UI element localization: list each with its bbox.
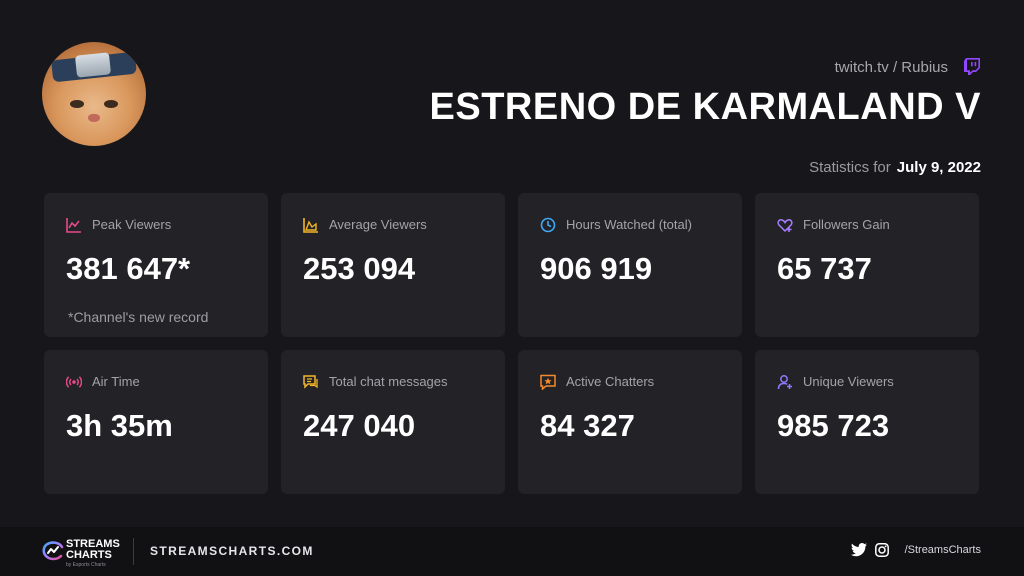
stat-card-air-time: Air Time 3h 35m	[44, 350, 268, 494]
logo-line-2: CHARTS	[66, 549, 112, 561]
chart-area-icon	[303, 218, 318, 233]
stat-value: 3h 35m	[66, 408, 173, 443]
star-message-icon	[540, 374, 556, 390]
stat-value: 381 647*	[66, 251, 191, 286]
stat-card-active-chatters: Active Chatters 84 327	[518, 350, 742, 494]
stat-note: *Channel's new record	[68, 309, 209, 325]
stat-label: Average Viewers	[329, 217, 427, 232]
clock-icon	[540, 217, 556, 233]
instagram-icon[interactable]	[875, 543, 889, 557]
footer-bar: STREAMS CHARTS by Esports Charts STREAMS…	[0, 527, 1024, 576]
stream-title: ESTRENO DE KARMALAND V	[429, 86, 981, 128]
stat-value: 65 737	[777, 251, 872, 286]
stat-label: Hours Watched (total)	[566, 217, 692, 232]
channel-source[interactable]: twitch.tv / Rubius	[834, 59, 948, 76]
stat-card-hours-watched: Hours Watched (total) 906 919	[518, 193, 742, 337]
stat-label: Active Chatters	[566, 374, 655, 389]
stat-card-peak-viewers: Peak Viewers 381 647* *Channel's new rec…	[44, 193, 268, 337]
stat-value: 253 094	[303, 251, 416, 286]
stat-card-unique-viewers: Unique Viewers 985 723	[755, 350, 979, 494]
streams-charts-logo-icon	[42, 541, 64, 561]
stats-date-line: Statistics for July 9, 2022	[809, 159, 981, 176]
stat-value: 247 040	[303, 408, 416, 443]
stat-label: Unique Viewers	[803, 374, 894, 389]
broadcast-icon	[66, 376, 82, 388]
streams-charts-logo[interactable]: STREAMS CHARTS	[66, 539, 120, 561]
social-handle[interactable]: /StreamsCharts	[904, 544, 981, 556]
user-icon	[777, 375, 792, 390]
footer-divider	[133, 538, 134, 565]
heart-plus-icon	[777, 219, 793, 233]
chart-line-icon	[66, 218, 81, 233]
stat-value: 84 327	[540, 408, 635, 443]
stat-value: 985 723	[777, 408, 890, 443]
streamer-avatar	[42, 42, 146, 146]
stat-card-followers-gain: Followers Gain 65 737	[755, 193, 979, 337]
stat-label: Air Time	[92, 374, 140, 389]
website-link[interactable]: STREAMSCHARTS.COM	[150, 544, 314, 558]
stat-value: 906 919	[540, 251, 653, 286]
twitch-icon	[964, 58, 980, 75]
logo-subtitle: by Esports Charts	[66, 562, 106, 568]
chat-icon	[303, 375, 318, 389]
twitter-icon[interactable]	[851, 543, 867, 557]
stat-label: Peak Viewers	[92, 217, 172, 232]
stat-label: Total chat messages	[329, 374, 448, 389]
stat-label: Followers Gain	[803, 217, 890, 232]
stats-grid: Peak Viewers 381 647* *Channel's new rec…	[44, 193, 979, 494]
stat-card-average-viewers: Average Viewers 253 094	[281, 193, 505, 337]
logo-line-1: STREAMS	[66, 538, 120, 550]
stats-date: July 9, 2022	[896, 159, 981, 176]
stats-for-label: Statistics for	[809, 159, 891, 176]
stat-card-total-chat-messages: Total chat messages 247 040	[281, 350, 505, 494]
